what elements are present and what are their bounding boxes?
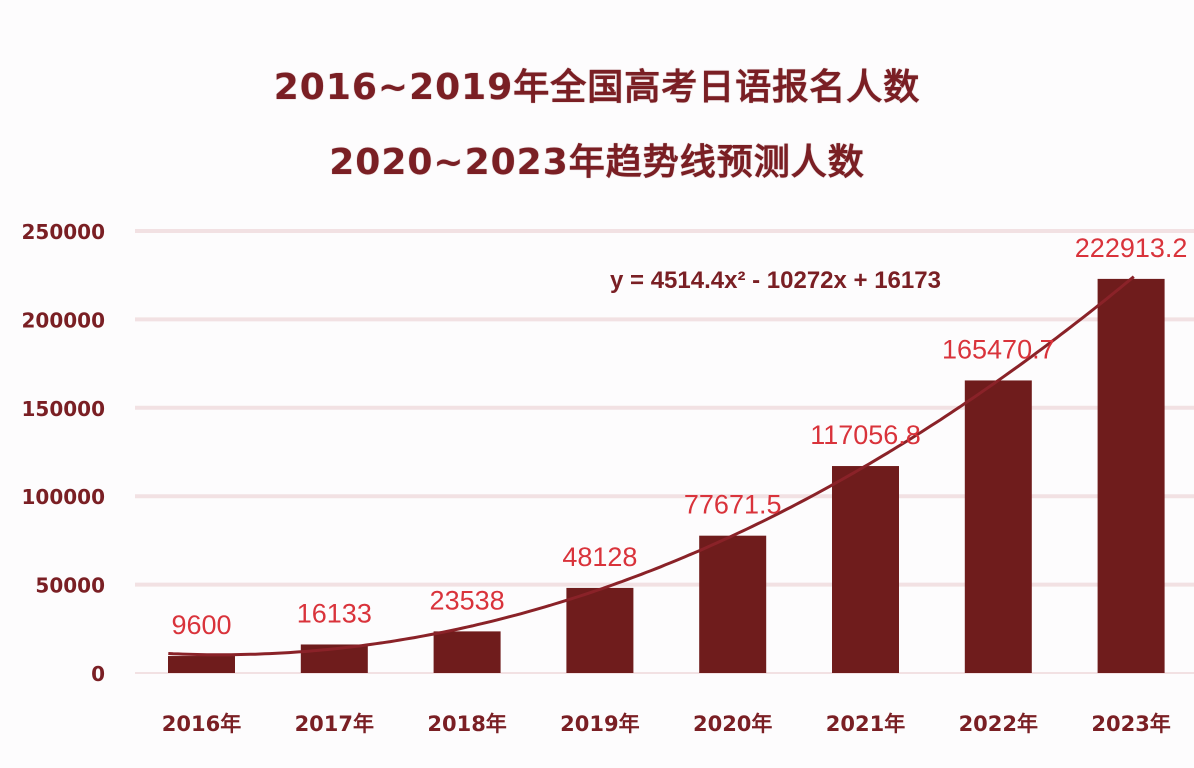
data-label: 9600 <box>171 610 231 640</box>
x-tick-label: 2023年 <box>1091 712 1170 736</box>
data-label: 23538 <box>430 585 505 615</box>
bar-2018年 <box>433 631 501 673</box>
x-tick-label: 2020年 <box>693 712 772 736</box>
x-tick-label: 2021年 <box>826 712 905 736</box>
x-tick-label: 2017年 <box>295 712 374 736</box>
bar-2019年 <box>566 587 634 673</box>
chart-title-line-1: 2016~2019年全国高考日语报名人数 <box>273 67 921 108</box>
y-axis: 0 50000 100000 150000 200000 250000 <box>22 220 106 686</box>
trendline-equation: y = 4514.4x² - 10272x + 16173 <box>610 267 941 294</box>
y-tick-label: 200000 <box>22 308 106 332</box>
bar-2022年 <box>964 380 1032 673</box>
bars <box>168 278 1165 673</box>
bar-2021年 <box>832 466 899 673</box>
trendline <box>168 275 1135 657</box>
bar-2020年 <box>699 535 767 673</box>
y-tick-label: 100000 <box>22 485 106 509</box>
x-tick-label: 2016年 <box>162 712 241 736</box>
y-tick-label: 150000 <box>22 397 106 421</box>
gridlines <box>135 229 1194 674</box>
x-tick-label: 2018年 <box>427 712 506 736</box>
y-tick-label: 0 <box>91 662 105 686</box>
bar-2016年 <box>168 656 235 673</box>
bar-2023年 <box>1097 278 1165 673</box>
data-labels: 9600 16133 23538 48128 77671.5 117056.8 165470… <box>171 233 1187 640</box>
chart-title-line-2: 2020~2023年趋势线预测人数 <box>329 142 865 183</box>
data-label: 77671.5 <box>684 490 782 520</box>
data-label: 222913.2 <box>1075 233 1188 263</box>
y-tick-label: 50000 <box>35 574 105 598</box>
data-label: 48128 <box>562 542 637 572</box>
x-axis: 2016年 2017年 2018年 2019年 2020年 2021年 2022年 2023年 <box>162 712 1171 736</box>
y-tick-label: 250000 <box>22 220 106 244</box>
data-label: 117056.8 <box>810 420 921 450</box>
x-tick-label: 2019年 <box>560 712 639 736</box>
data-label: 16133 <box>297 598 372 628</box>
data-label: 165470.7 <box>942 334 1055 364</box>
x-tick-label: 2022年 <box>959 712 1038 736</box>
